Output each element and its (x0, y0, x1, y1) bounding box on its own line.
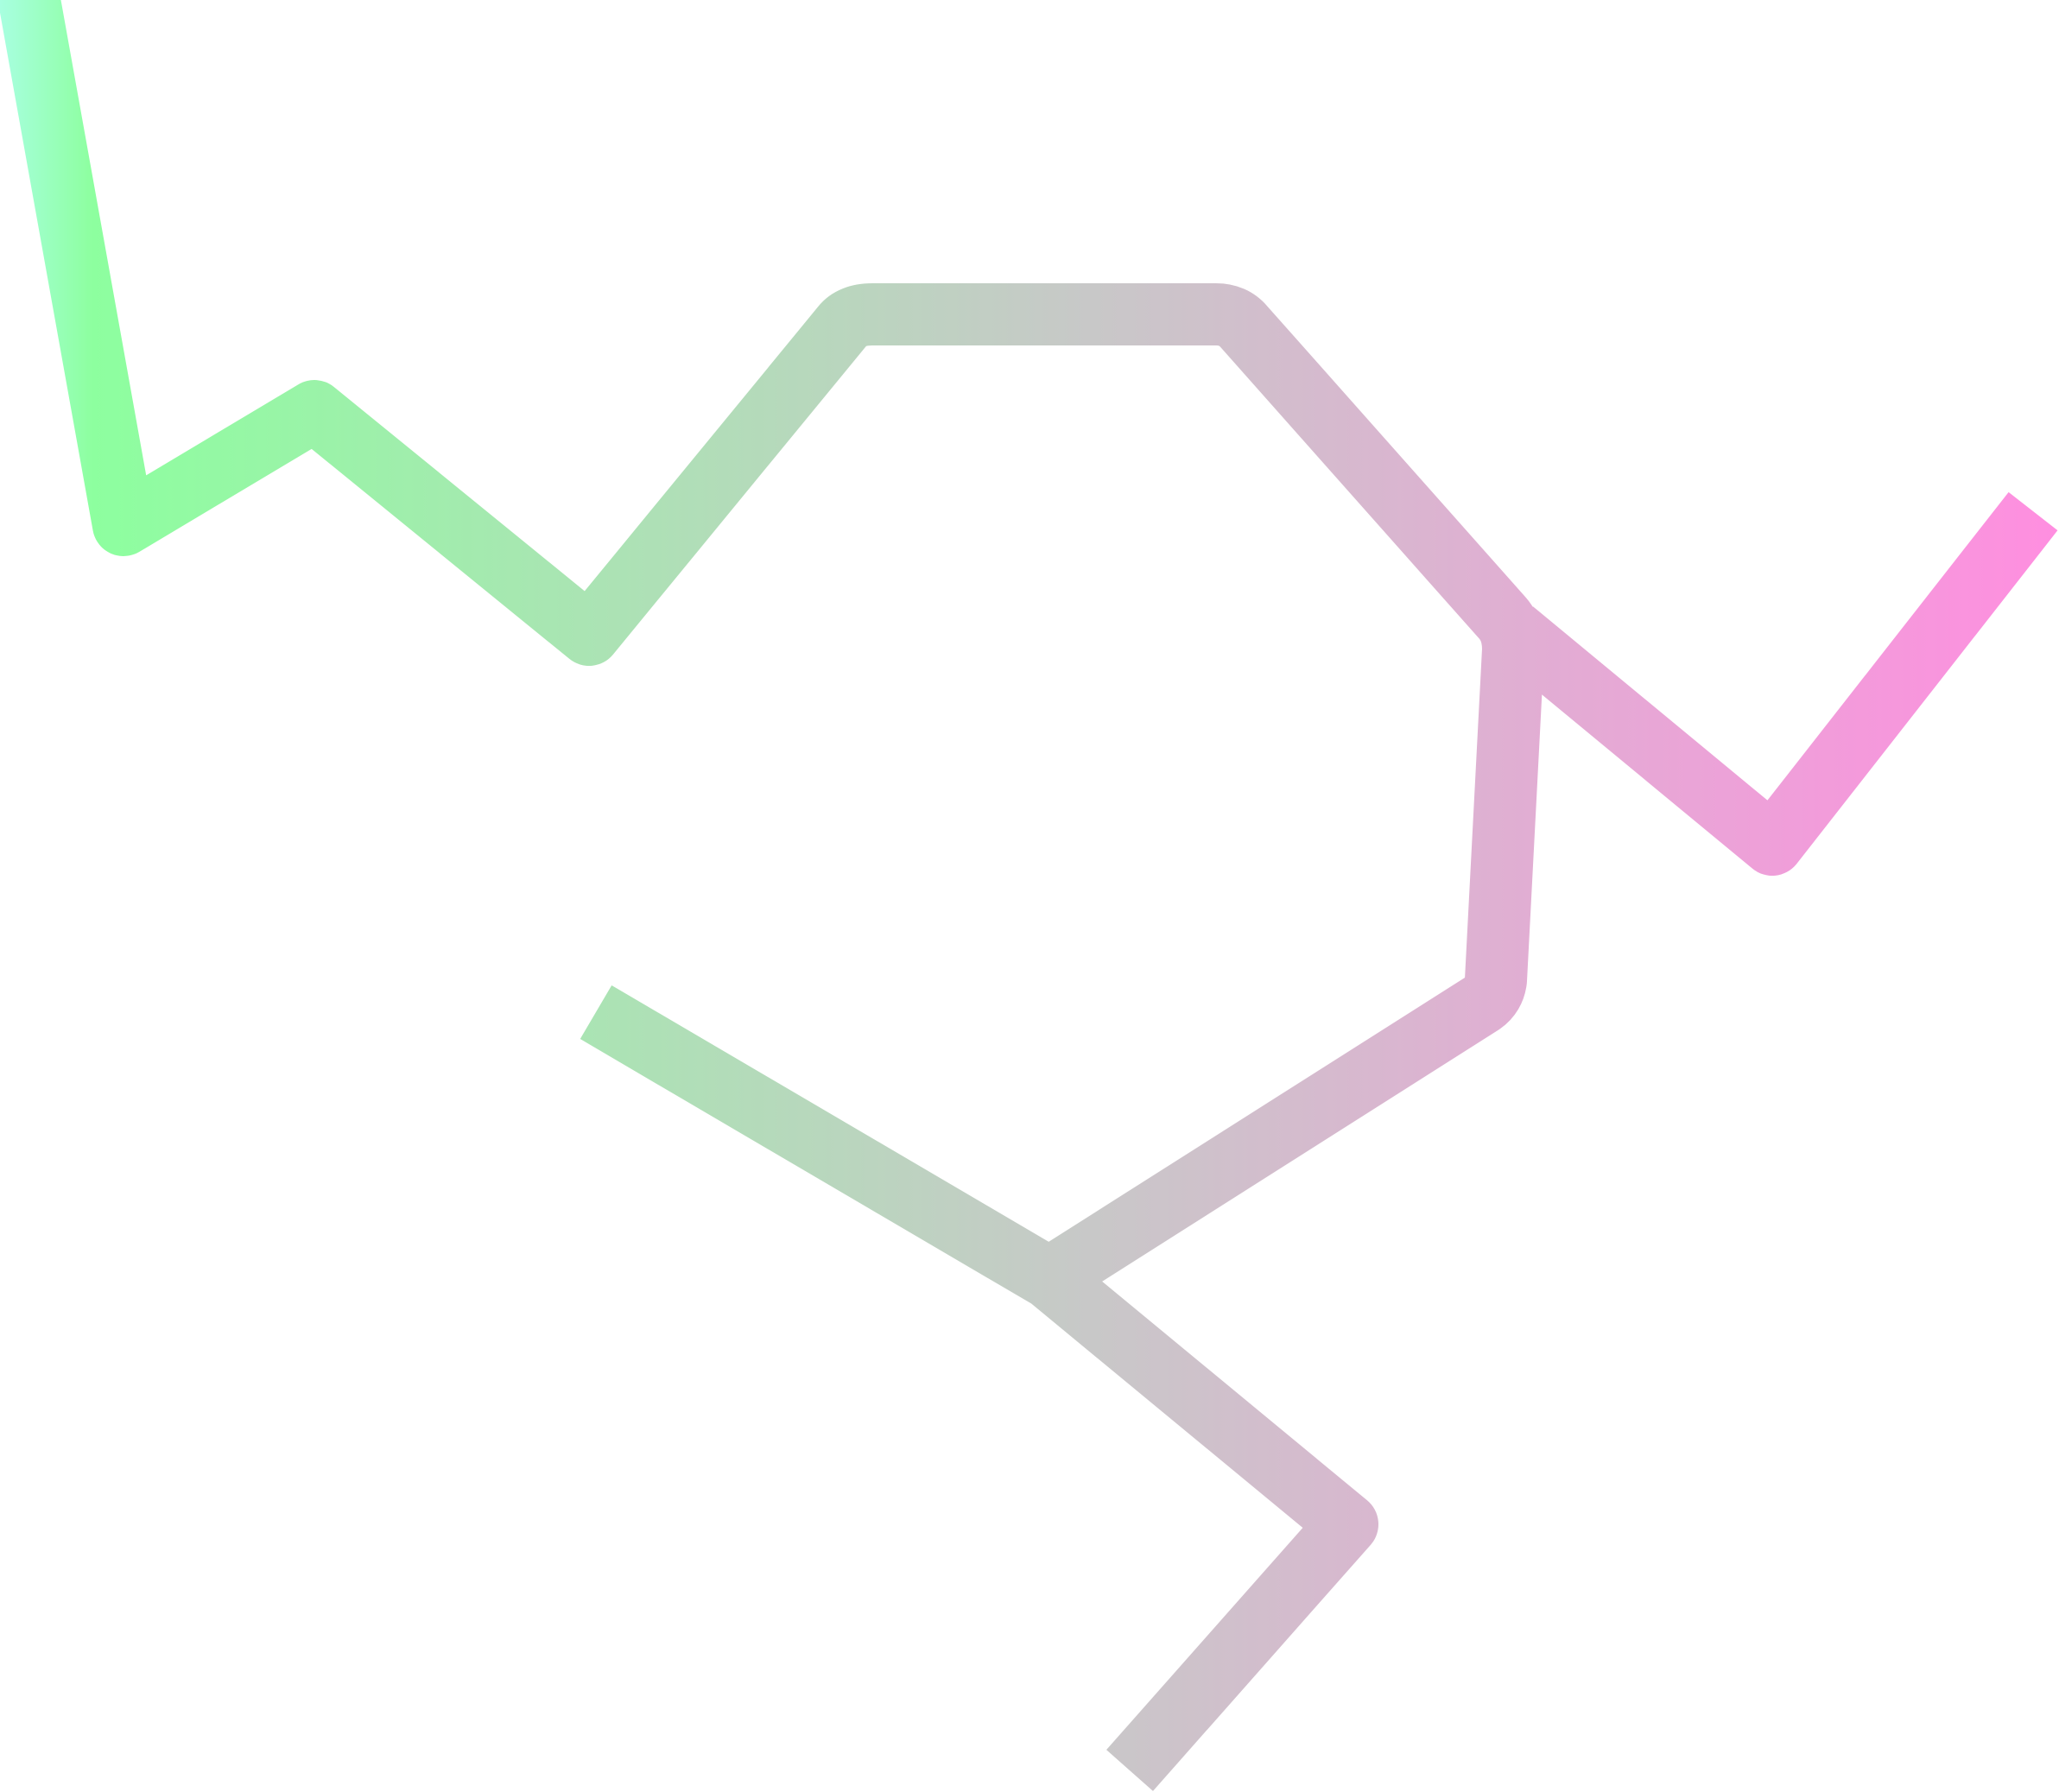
upper-zigzag-line (0, 0, 1544, 1305)
right-zigzag-line (1493, 491, 2058, 876)
lower-branch-line (580, 985, 1378, 1791)
